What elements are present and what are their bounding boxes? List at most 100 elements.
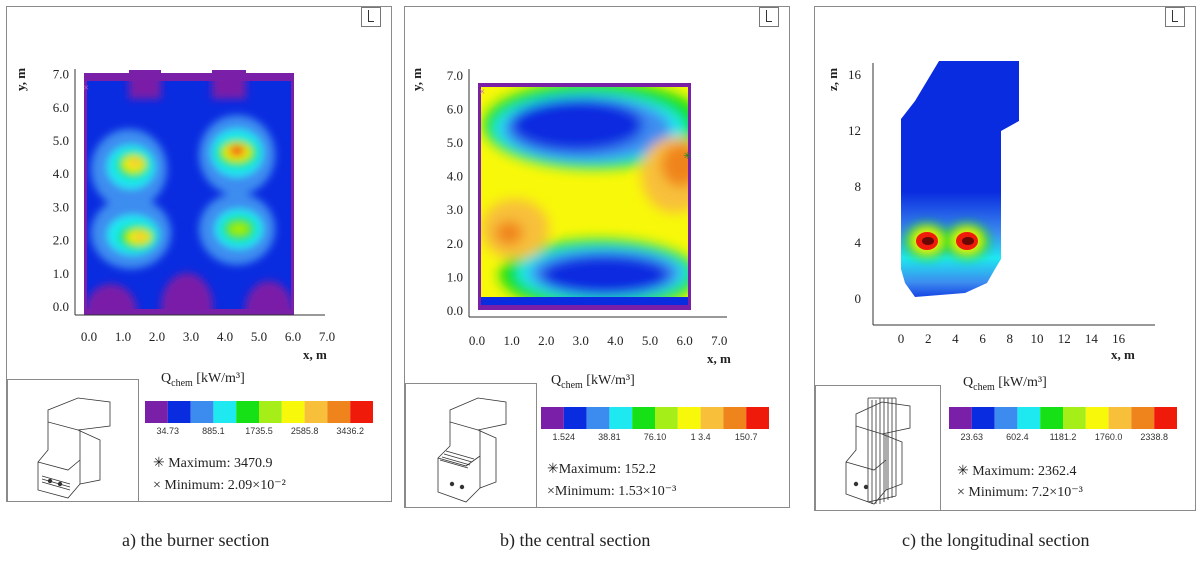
maximum-value: ✳ Maximum: 2362.4 [957,464,1077,479]
y-tick-label: 2.0 [447,236,463,251]
colorbar-central: 1.524 38.81 76.10 1 3.4 150.7 [541,407,769,441]
y-tick-label: 7.0 [447,68,463,83]
y-tick-label: 4.0 [53,166,69,181]
colorbar-title: Qchem [kW/m³] [161,371,245,389]
panel-corner-icon[interactable] [1165,7,1185,27]
minimum-value: × Minimum: 7.2×10⁻³ [957,485,1083,500]
y-tick-labels: 0.0 1.0 2.0 3.0 4.0 5.0 6.0 7.0 [53,67,69,314]
furnace-sketch-burner [7,379,139,502]
x-tick-label: 4.0 [217,329,233,344]
panel-corner-icon[interactable] [759,7,779,27]
panel-corner-icon[interactable] [361,7,381,27]
y-tick-label: 8 [855,179,862,194]
x-tick-label: 7.0 [711,333,727,348]
y-tick-label: 6.0 [447,101,463,116]
colorbar-swatch [1108,407,1132,429]
y-tick-label: 5.0 [53,133,69,148]
colorbar-swatch [655,407,678,429]
field-region [901,61,1019,297]
y-tick-label: 16 [848,67,862,82]
y-tick-labels: 0 4 8 12 16 [848,67,862,306]
heatmap-longitudinal: 0 4 8 12 16 0 2 4 6 8 10 12 14 16 z, m x, m [825,61,1155,362]
x-tick-label: 0.0 [81,329,97,344]
colorbar-swatch [1017,407,1041,429]
y-axis-label: y, m [13,68,28,91]
x-tick-label: 12 [1058,331,1071,346]
y-tick-label: 1.0 [53,266,69,281]
x-tick-labels: 0.0 1.0 2.0 3.0 4.0 5.0 6.0 7.0 [469,333,727,348]
min-marker: × [479,86,485,98]
colorbar-swatch [586,407,610,429]
x-tick-label: 10 [1031,331,1044,346]
x-axis-label: x, m [303,347,327,362]
x-axis-label: x, m [1111,347,1135,362]
colorbar-swatch [949,407,972,429]
colorbar-swatch [971,407,995,429]
y-tick-label: 4 [855,235,862,250]
colorbar-tick-label: 1735.5 [245,426,273,435]
y-tick-label: 5.0 [447,135,463,150]
x-tick-label: 0 [898,331,905,346]
colorbar-tick-label: 1181.2 [1050,432,1077,441]
colorbar-tick-label: 34.73 [157,426,180,435]
colorbar-swatch [1085,407,1109,429]
colorbar-swatch [145,401,168,423]
x-tick-label: 6.0 [285,329,301,344]
y-tick-label: 7.0 [53,67,69,82]
caption-central-section: b) the central section [500,530,651,550]
x-tick-label: 6.0 [676,333,692,348]
y-tick-label: 2.0 [53,233,69,248]
colorbar-swatch [1040,407,1063,429]
y-tick-label: 0.0 [447,303,463,318]
colorbar-tick-label: 23.63 [961,432,984,441]
x-tick-label: 1.0 [115,329,131,344]
colorbar-tick-label: 602.4 [1006,432,1029,441]
colorbar-burner: 34.73 885.1 1735.5 2585.8 3436.2 [145,401,373,435]
heatmap-burner: 0.0 1.0 2.0 3.0 4.0 5.0 6.0 7.0 0.0 1.0 2.0 3.0 4.0… [13,67,335,362]
colorbar-swatch [677,407,701,429]
x-tick-label: 4 [952,331,959,346]
colorbar-tick-label: 1 3.4 [691,432,711,441]
panel-longitudinal-section: 0 4 8 12 16 0 2 4 6 8 10 12 14 16 z, m x, m Qchem [k… [814,6,1196,511]
x-tick-label: 1.0 [503,333,519,348]
y-tick-label: 1.0 [447,269,463,284]
y-tick-label: 4.0 [447,169,463,184]
colorbar-swatch [723,407,747,429]
y-tick-label: 3.0 [447,202,463,217]
colorbar-swatch [746,407,769,429]
x-tick-labels: 0.0 1.0 2.0 3.0 4.0 5.0 6.0 7.0 [81,329,335,344]
colorbar-tick-label: 3436.2 [336,426,364,435]
colorbar-swatch [1154,407,1177,429]
colorbar-tick-label: 1760.0 [1095,432,1123,441]
y-axis-label: y, m [409,68,424,91]
colorbar-tick-label: 1.524 [553,432,576,441]
colorbar-swatch [541,407,564,429]
colorbar-swatch [190,401,214,423]
colorbar-swatch [1063,407,1086,429]
max-marker: ✳ [683,151,691,162]
colorbar-swatch [259,401,282,423]
colorbar-tick-label: 2338.8 [1140,432,1168,441]
x-tick-label: 7.0 [319,329,335,344]
x-tick-label: 4.0 [607,333,623,348]
x-tick-labels: 0 2 4 6 8 10 12 14 16 [898,331,1126,346]
colorbar-longitudinal: 23.63 602.4 1181.2 1760.0 2338.8 [949,407,1177,441]
minimum-value: ×Minimum: 1.53×10⁻³ [547,484,677,499]
x-axis-label: x, m [707,351,731,366]
colorbar-swatch [213,401,237,423]
y-tick-label: 0 [855,291,862,306]
x-tick-label: 2 [925,331,932,346]
colorbar-tick-label: 150.7 [735,432,758,441]
colorbar-swatch [167,401,191,423]
y-tick-label: 0.0 [53,299,69,314]
min-marker: × [83,82,89,94]
colorbar-tick-label: 885.1 [202,426,225,435]
furnace-sketch-longitudinal [815,385,941,511]
colorbar-tick-label: 76.10 [644,432,667,441]
y-tick-label: 6.0 [53,100,69,115]
colorbar-title: Qchem [kW/m³] [551,373,635,391]
maximum-value: ✳Maximum: 152.2 [547,462,656,477]
y-axis-label: z, m [825,68,840,91]
colorbar-tick-label: 2585.8 [291,426,319,435]
x-tick-label: 3.0 [183,329,199,344]
